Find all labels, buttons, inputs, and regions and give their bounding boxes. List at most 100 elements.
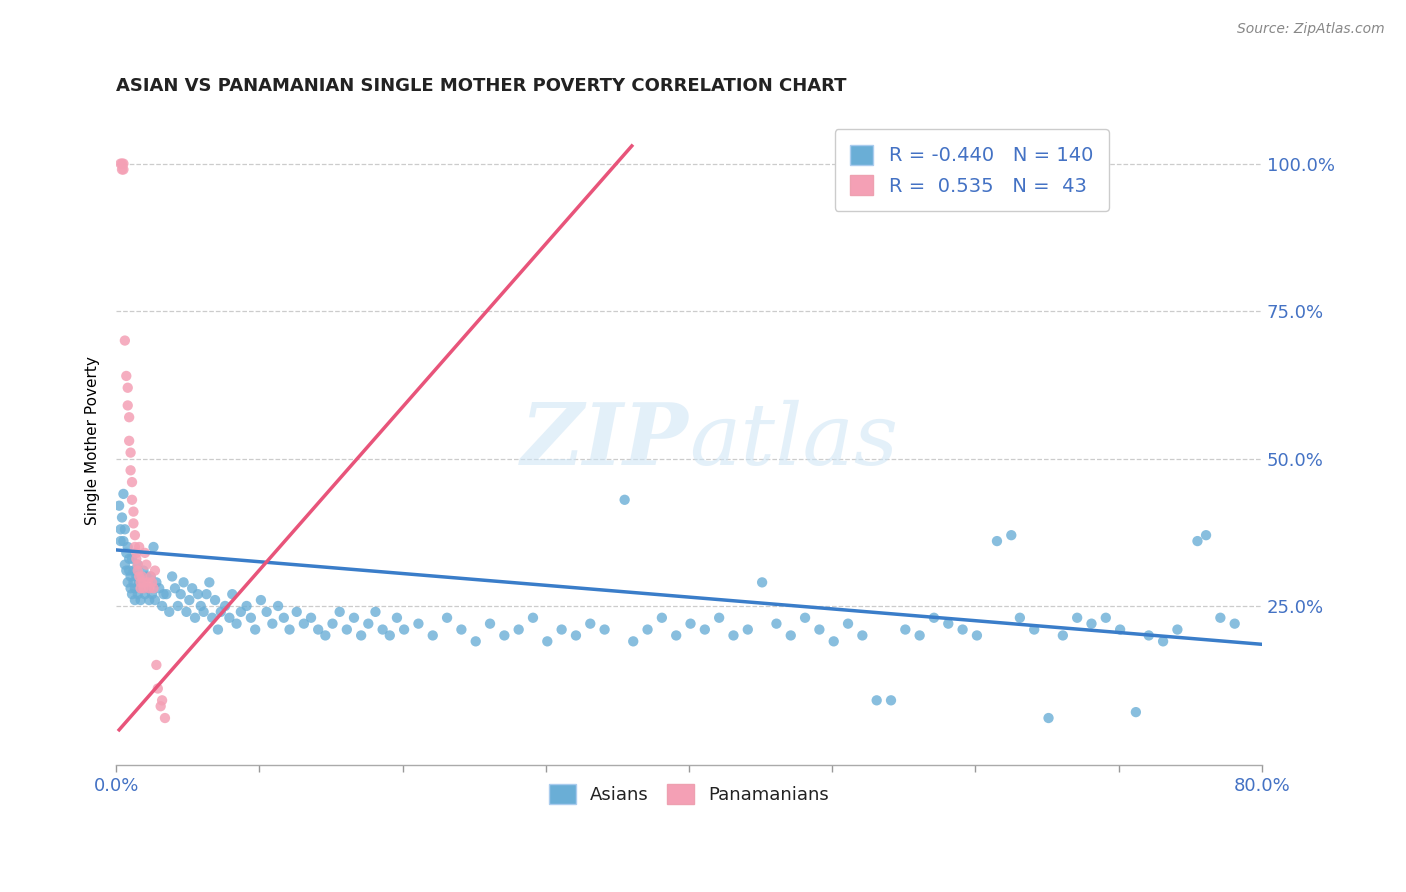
Point (392, 623, 415, 637)
Point (120, 463, 142, 477)
Point (157, 605, 180, 619)
Point (1038, 711, 1060, 725)
Point (262, 616, 284, 631)
Point (128, 575, 150, 590)
Point (613, 492, 636, 507)
Point (124, 593, 146, 607)
Point (214, 599, 236, 613)
Point (129, 581, 152, 595)
Point (679, 616, 702, 631)
Point (479, 616, 502, 631)
Point (125, 551, 148, 566)
Point (307, 623, 329, 637)
Point (378, 628, 401, 642)
Point (160, 569, 183, 583)
Point (1152, 634, 1174, 648)
Point (190, 599, 212, 613)
Point (111, 510, 134, 524)
Point (122, 575, 145, 590)
Point (221, 587, 243, 601)
Point (121, 551, 143, 566)
Point (143, 593, 166, 607)
Point (195, 587, 218, 601)
Point (665, 628, 688, 642)
Point (117, 540, 139, 554)
Point (115, 368, 138, 383)
Point (357, 616, 380, 631)
Point (329, 605, 352, 619)
Point (118, 564, 141, 578)
Point (112, 487, 135, 501)
Point (149, 699, 172, 714)
Point (851, 628, 873, 642)
Legend: Asians, Panamanians: Asians, Panamanians (541, 777, 837, 812)
Point (693, 623, 716, 637)
Point (209, 605, 232, 619)
Point (1024, 623, 1046, 637)
Point (110, 522, 132, 536)
Point (350, 628, 373, 642)
Point (621, 634, 644, 648)
Point (112, 534, 135, 549)
Point (450, 623, 472, 637)
Point (1125, 705, 1147, 719)
Point (145, 575, 167, 590)
Point (204, 593, 226, 607)
Point (118, 410, 141, 425)
Point (385, 611, 408, 625)
Point (250, 593, 273, 607)
Text: Source: ZipAtlas.com: Source: ZipAtlas.com (1237, 22, 1385, 37)
Point (152, 587, 174, 601)
Point (124, 528, 146, 542)
Point (707, 611, 730, 625)
Point (122, 516, 145, 531)
Point (908, 628, 931, 642)
Point (155, 587, 177, 601)
Point (114, 522, 136, 536)
Point (256, 605, 278, 619)
Point (299, 611, 322, 625)
Point (135, 569, 157, 583)
Point (364, 605, 387, 619)
Point (166, 599, 188, 613)
Point (135, 558, 157, 572)
Point (1080, 616, 1102, 631)
Point (1052, 628, 1074, 642)
Point (112, 162, 135, 177)
Point (131, 581, 153, 595)
Point (124, 581, 146, 595)
Point (765, 616, 787, 631)
Point (129, 575, 152, 590)
Point (794, 611, 817, 625)
Point (181, 581, 204, 595)
Point (837, 616, 859, 631)
Point (111, 156, 134, 170)
Point (1137, 628, 1160, 642)
Point (120, 569, 142, 583)
Point (723, 628, 745, 642)
Point (229, 605, 252, 619)
Point (114, 334, 136, 348)
Point (922, 611, 945, 625)
Y-axis label: Single Mother Poverty: Single Mother Poverty (86, 357, 100, 525)
Point (536, 634, 558, 648)
Point (127, 558, 149, 572)
Point (1008, 611, 1031, 625)
Point (132, 581, 155, 595)
Point (986, 534, 1008, 549)
Point (966, 628, 988, 642)
Point (267, 599, 290, 613)
Point (779, 628, 801, 642)
Point (1094, 611, 1116, 625)
Point (108, 499, 131, 513)
Point (131, 569, 153, 583)
Point (141, 575, 163, 590)
Point (508, 623, 530, 637)
Point (117, 575, 139, 590)
Point (1000, 528, 1022, 542)
Point (737, 623, 759, 637)
Point (132, 564, 155, 578)
Point (150, 693, 173, 707)
Point (112, 156, 135, 170)
Point (120, 445, 142, 459)
